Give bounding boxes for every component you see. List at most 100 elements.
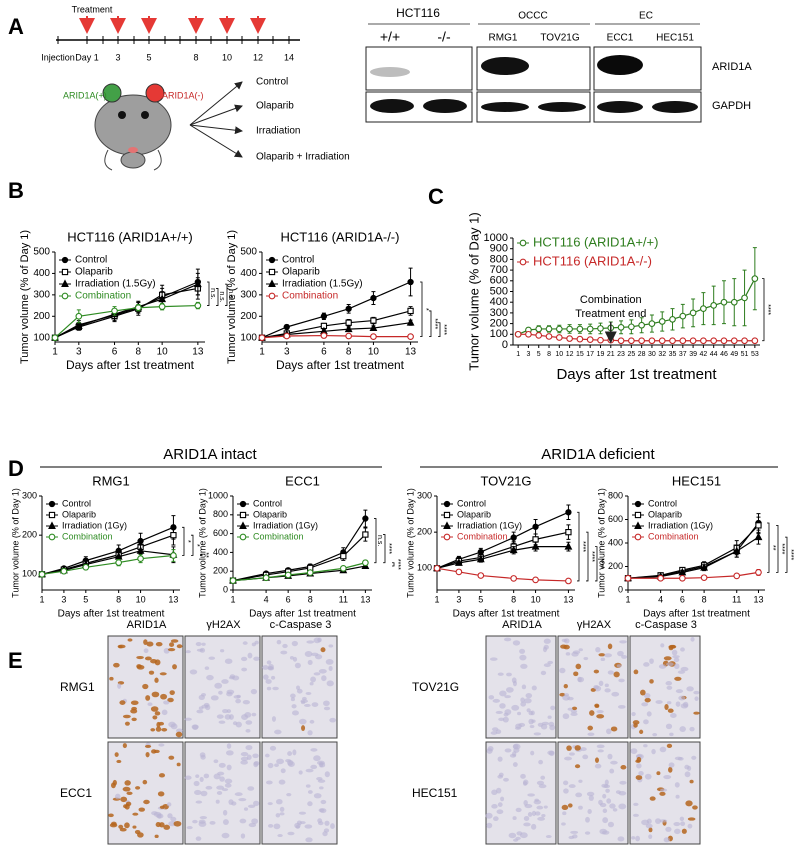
ihc-cell xyxy=(587,732,595,737)
ihc-cell xyxy=(570,709,578,714)
y-tick-label: 1000 xyxy=(484,232,508,244)
ihc-cell xyxy=(122,743,127,749)
marker xyxy=(239,521,247,529)
ihc-cell xyxy=(126,791,133,795)
x-tick-label: 3 xyxy=(61,594,66,604)
x-tick-label: 10 xyxy=(136,594,146,604)
ihc-cell xyxy=(226,691,233,697)
ihc-cell xyxy=(598,653,606,657)
ihc-cell xyxy=(674,676,682,681)
ihc-cell xyxy=(687,823,693,829)
ihc-cell xyxy=(194,789,202,796)
row-label: HEC151 xyxy=(412,786,458,800)
y-axis-label: Tumor volume (% of Day 1) xyxy=(10,488,20,598)
ihc-cell xyxy=(563,683,568,689)
ihc-cell xyxy=(275,813,281,818)
ihc-cell xyxy=(273,823,281,830)
marker xyxy=(741,294,748,302)
ihc-cell xyxy=(218,762,226,768)
marker xyxy=(370,317,377,324)
ihc-cell xyxy=(523,816,530,822)
legend-label: Olaparib xyxy=(648,509,682,519)
significance-label: **** xyxy=(440,324,447,335)
significance-label: ** xyxy=(769,545,776,551)
ihc-cell xyxy=(646,818,652,824)
ihc-cell xyxy=(113,662,120,668)
ihc-cell xyxy=(597,749,604,753)
ihc-cell xyxy=(643,692,651,699)
ihc-cell xyxy=(274,729,282,735)
ihc-cell xyxy=(250,688,258,695)
ihc-cell xyxy=(593,684,599,690)
marker xyxy=(531,542,540,550)
ihc-cell xyxy=(562,811,567,816)
ihc-cell xyxy=(665,681,673,686)
ihc-cell xyxy=(538,759,544,765)
ihc-cell xyxy=(131,717,137,722)
ihc-cell xyxy=(306,640,315,644)
ihc-cell xyxy=(119,700,126,705)
marker xyxy=(320,313,328,320)
ihc-cell xyxy=(613,671,620,678)
ihc-cell xyxy=(298,770,303,775)
series-line xyxy=(436,567,569,582)
ihc-cell xyxy=(565,652,571,656)
ihc-cell xyxy=(215,799,220,804)
ihc-cell xyxy=(311,652,319,657)
ihc-cell xyxy=(218,690,223,695)
ihc-cell xyxy=(305,837,313,843)
ihc-cell xyxy=(266,660,272,665)
ihc-cell xyxy=(541,814,546,818)
ihc-cell xyxy=(277,834,283,838)
marker xyxy=(700,574,708,582)
ihc-cell xyxy=(617,836,625,842)
blot-lane: HEC151 xyxy=(656,33,694,44)
marker xyxy=(566,325,573,333)
marker xyxy=(510,575,518,582)
ihc-cell xyxy=(233,695,241,699)
ihc-cell xyxy=(563,638,570,644)
ihc-cell xyxy=(668,645,674,651)
ihc-cell xyxy=(659,791,666,796)
ihc-cell xyxy=(127,638,133,642)
ihc-cell xyxy=(604,683,609,688)
series-line xyxy=(436,546,569,569)
ihc-cell xyxy=(111,821,117,826)
blot-lane: +/+ xyxy=(380,29,400,45)
marker xyxy=(532,523,539,530)
marker xyxy=(514,330,522,338)
ihc-cell xyxy=(152,715,158,720)
ihc-cell xyxy=(604,653,612,658)
ihc-cell xyxy=(616,664,622,668)
marker xyxy=(61,292,69,300)
marker xyxy=(455,558,463,566)
significance-bracket xyxy=(374,518,377,564)
marker xyxy=(710,302,718,309)
ihc-cell xyxy=(564,756,573,761)
ihc-cell xyxy=(639,729,644,735)
ihc-cell xyxy=(245,729,251,733)
y-tick-label: 500 xyxy=(33,247,50,258)
ihc-cell xyxy=(241,656,248,662)
legend-label: Olaparib xyxy=(457,509,491,519)
ihc-cell xyxy=(561,804,569,811)
y-tick-label: 600 xyxy=(213,528,228,538)
ihc-cell xyxy=(219,776,225,782)
x-tick-label: 13 xyxy=(405,347,417,358)
ihc-cell xyxy=(166,802,172,807)
timeline: Treatment Injection Day 1 3 5 8 10 12 14 xyxy=(41,4,300,62)
ihc-cell xyxy=(224,783,232,788)
ihc-cell xyxy=(245,720,253,725)
ihc-cell xyxy=(594,703,600,708)
arm-label: Control xyxy=(256,77,288,88)
ihc-cell xyxy=(529,725,535,729)
x-tick-label: 21 xyxy=(607,351,615,358)
column-header: ARID1A xyxy=(127,619,167,631)
marker xyxy=(268,279,276,287)
ihc-cell xyxy=(158,721,165,726)
ihc-cell xyxy=(684,764,690,770)
ihc-cell xyxy=(290,697,296,702)
ihc-cell xyxy=(656,771,661,776)
significance-bracket xyxy=(182,526,185,556)
blot-group: OCCC xyxy=(518,11,547,22)
